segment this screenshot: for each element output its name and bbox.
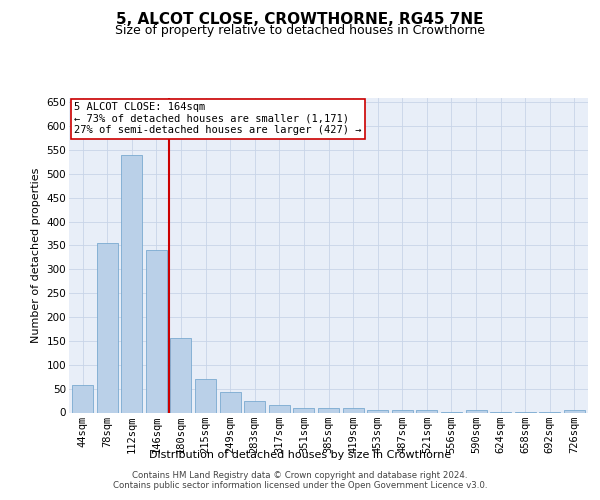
Text: Size of property relative to detached houses in Crowthorne: Size of property relative to detached ho… (115, 24, 485, 37)
Bar (244, 400, 265, 412)
Text: Contains public sector information licensed under the Open Government Licence v3: Contains public sector information licen… (113, 482, 487, 490)
Bar (367, 410, 388, 412)
Text: Distribution of detached houses by size in Crowthorne: Distribution of detached houses by size … (149, 450, 451, 460)
Bar (72, 385, 93, 412)
Bar (121, 155, 142, 412)
Bar (564, 410, 585, 412)
Bar (416, 410, 437, 412)
Text: Contains HM Land Registry data © Crown copyright and database right 2024.: Contains HM Land Registry data © Crown c… (132, 472, 468, 480)
Y-axis label: Number of detached properties: Number of detached properties (31, 168, 41, 342)
Bar (146, 250, 167, 412)
Bar (466, 410, 487, 412)
Bar (220, 392, 241, 412)
Bar (293, 408, 314, 412)
Bar (318, 408, 339, 412)
Bar (343, 408, 364, 412)
Bar (195, 379, 216, 412)
Text: 5 ALCOT CLOSE: 164sqm
← 73% of detached houses are smaller (1,171)
27% of semi-d: 5 ALCOT CLOSE: 164sqm ← 73% of detached … (74, 102, 362, 136)
Text: 5, ALCOT CLOSE, CROWTHORNE, RG45 7NE: 5, ALCOT CLOSE, CROWTHORNE, RG45 7NE (116, 12, 484, 28)
Bar (392, 410, 413, 412)
Bar (269, 405, 290, 412)
Bar (97, 243, 118, 412)
Bar (170, 338, 191, 412)
